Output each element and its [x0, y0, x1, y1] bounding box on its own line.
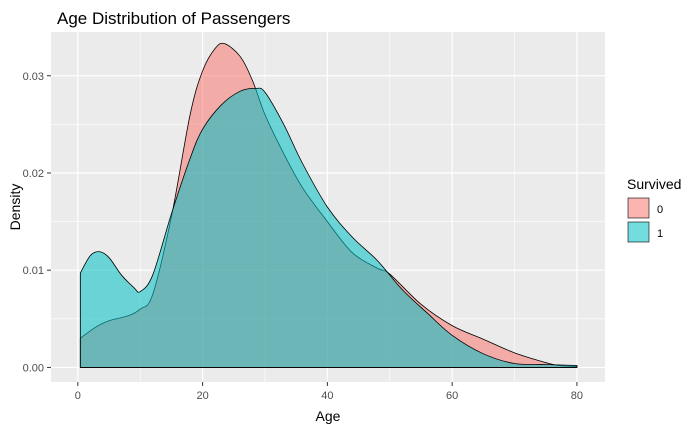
y-axis-ticks: 0.00 0.01 0.02 0.03 — [23, 71, 51, 374]
y-tick-label: 0.03 — [23, 71, 44, 83]
legend-title: Survived — [627, 176, 681, 192]
x-axis-ticks: 0 20 40 60 80 — [75, 382, 583, 402]
x-tick-label: 0 — [75, 390, 81, 402]
x-tick-label: 20 — [196, 390, 208, 402]
x-tick-label: 80 — [571, 390, 583, 402]
x-tick-label: 40 — [321, 390, 333, 402]
x-axis-title: Age — [316, 408, 341, 424]
chart-title: Age Distribution of Passengers — [57, 9, 290, 28]
legend-label-1: 1 — [657, 228, 663, 240]
y-tick-label: 0.02 — [23, 168, 44, 180]
legend-swatch-0 — [627, 197, 650, 219]
x-tick-label: 60 — [446, 390, 458, 402]
legend-label-0: 0 — [657, 204, 663, 216]
density-area-1 — [79, 87, 578, 368]
legend-swatch-1 — [627, 221, 650, 243]
y-tick-label: 0.01 — [23, 265, 44, 277]
legend: Survived 0 1 — [627, 176, 681, 243]
y-axis-title: Density — [7, 184, 23, 231]
y-tick-label: 0.00 — [23, 362, 44, 374]
density-areas — [79, 42, 578, 368]
